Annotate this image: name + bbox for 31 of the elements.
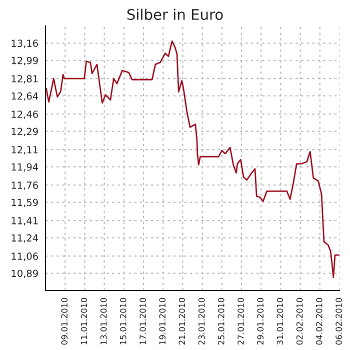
- x-tick-label: 11.01.2010: [80, 298, 88, 344]
- y-tick-label: 12,29: [12, 128, 38, 136]
- y-tick-label: 11,76: [12, 182, 38, 190]
- y-tick-label: 11,59: [12, 198, 38, 208]
- x-tick-label: 27.01.2010: [238, 298, 244, 345]
- x-tick-label: 29.01.2010: [257, 298, 264, 345]
- x-tick-label: 21.01.2010: [178, 298, 186, 345]
- y-tick-label: 11,06: [12, 252, 38, 261]
- x-tick-label: 23.01.2010: [198, 298, 205, 345]
- y-tick-label: 11,94: [12, 163, 38, 172]
- line-series: [46, 40, 340, 278]
- x-tick-label: 25.01.2010: [218, 298, 224, 345]
- x-tick-label: 17.01.2010: [140, 298, 146, 344]
- y-tick-label: 12,46: [12, 110, 38, 119]
- y-tick-label: 12,64: [12, 92, 38, 101]
- y-tick-label: 11,41: [12, 217, 38, 226]
- y-tick-label: 12,81: [12, 75, 38, 84]
- x-tick-label: 02.02.2010: [296, 298, 303, 345]
- x-tick-label: 06.02.2010: [336, 298, 342, 345]
- y-tick-label: 12,99: [12, 56, 38, 66]
- x-tick-label: 15.01.2010: [120, 298, 126, 344]
- chart-title: Silber in Euro: [127, 8, 223, 20]
- x-tick-label: 04.02.2010: [316, 298, 322, 345]
- x-tick-label: 19.01.2010: [159, 298, 166, 344]
- x-tick-label: 31.01.2010: [276, 298, 284, 345]
- y-tick-label: 12,11: [12, 146, 38, 154]
- y-tick-label: 11,24: [12, 234, 38, 243]
- x-tick-label: 09.01.2010: [61, 298, 68, 345]
- y-tick-label: 13,16: [12, 40, 38, 48]
- y-tick-label: 10,89: [12, 270, 38, 278]
- x-tick-label: 13.01.2010: [100, 298, 107, 344]
